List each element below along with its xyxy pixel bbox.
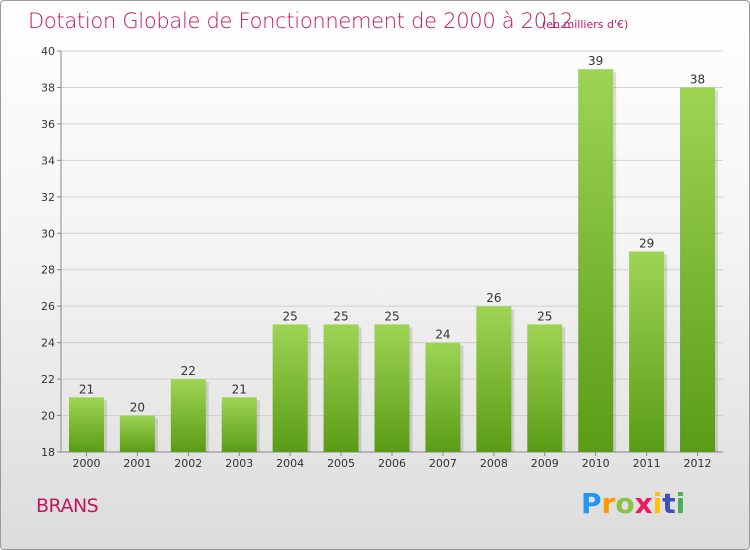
data-label: 26 (486, 291, 501, 305)
bar (221, 397, 257, 452)
bar (425, 342, 461, 452)
bar (680, 87, 716, 453)
bar (170, 379, 206, 452)
y-tick-label: 20 (41, 410, 55, 423)
commune-name: BRANS (36, 495, 99, 517)
data-label: 29 (639, 237, 654, 251)
y-tick-label: 26 (41, 300, 55, 313)
logo-letter: o (615, 487, 635, 520)
labels: 18 20 22 24 26 28 30 32 34 36 38 40 21 2000 20 2001 22 20… (41, 45, 712, 470)
y-tick-label: 30 (41, 227, 55, 240)
x-tick-label: 2000 (72, 457, 100, 470)
y-tick-label: 24 (41, 337, 55, 350)
x-tick-label: 2008 (480, 457, 508, 470)
logo-letter: r (601, 487, 616, 520)
data-label: 24 (435, 328, 450, 342)
bar (578, 69, 614, 453)
bar (272, 324, 308, 452)
bar (323, 324, 359, 452)
bar (374, 324, 410, 452)
x-tick-label: 2012 (684, 457, 712, 470)
data-label: 25 (333, 309, 348, 323)
logo-letter: i (675, 487, 686, 520)
proxiti-logo: Proxiti (581, 487, 685, 520)
data-label: 20 (130, 401, 145, 415)
x-tick-label: 2002 (174, 457, 202, 470)
x-tick-label: 2005 (327, 457, 355, 470)
logo-letter: P (581, 487, 602, 520)
x-tick-label: 2004 (276, 457, 304, 470)
data-label: 21 (79, 382, 94, 396)
y-tick-label: 18 (41, 446, 55, 459)
x-tick-label: 2003 (225, 457, 253, 470)
data-label: 38 (690, 72, 705, 86)
data-label: 25 (537, 309, 552, 323)
bar (119, 415, 155, 452)
y-tick-label: 36 (41, 118, 55, 131)
chart-title: Dotation Globale de Fonctionnement de 20… (28, 9, 573, 33)
y-tick-label: 28 (41, 264, 55, 277)
y-tick-label: 22 (41, 373, 55, 386)
y-tick-label: 32 (41, 191, 55, 204)
bar (476, 306, 512, 452)
x-tick-label: 2006 (378, 457, 406, 470)
logo-letter: i (652, 487, 663, 520)
logo-letter: x (634, 487, 653, 520)
x-tick-label: 2007 (429, 457, 457, 470)
bar (527, 324, 563, 452)
data-label: 21 (232, 382, 247, 396)
bar (68, 397, 104, 452)
x-tick-label: 2001 (123, 457, 151, 470)
logo-letter: t (662, 487, 676, 520)
data-label: 39 (588, 54, 603, 68)
y-tick-label: 34 (41, 154, 55, 167)
data-label: 22 (181, 364, 196, 378)
y-tick-label: 38 (41, 81, 55, 94)
data-label: 25 (384, 309, 399, 323)
y-tick-label: 40 (41, 45, 55, 58)
x-tick-label: 2010 (582, 457, 610, 470)
chart-subtitle: (en milliers d'€) (542, 18, 629, 31)
x-tick-label: 2009 (531, 457, 559, 470)
x-tick-label: 2011 (633, 457, 661, 470)
data-label: 25 (283, 309, 298, 323)
bars (68, 69, 719, 453)
bar (629, 251, 665, 452)
